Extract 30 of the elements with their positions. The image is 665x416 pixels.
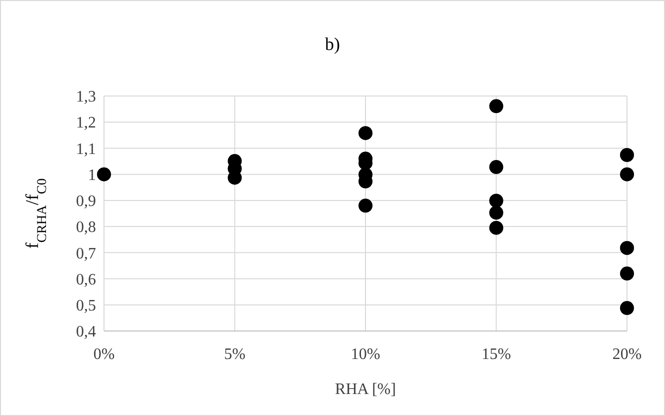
point xyxy=(489,99,504,114)
y-tick-label: 0,9 xyxy=(76,193,96,210)
y-tick-label: 1,1 xyxy=(76,140,96,158)
y-tick-label: 1,2 xyxy=(76,114,96,132)
y-tick-label: 1 xyxy=(88,166,96,184)
point xyxy=(489,220,504,235)
chart-title: b) xyxy=(325,34,340,54)
y-tick-label: 0,5 xyxy=(76,297,96,314)
x-tick-label: 20% xyxy=(612,346,642,363)
y-tick-label: 0,6 xyxy=(76,271,96,288)
point xyxy=(97,167,111,182)
y-tick-label: 0,8 xyxy=(76,219,96,236)
x-tick-label: 15% xyxy=(482,346,511,363)
point xyxy=(620,301,634,316)
y-tick-label: 0,4 xyxy=(76,324,96,341)
point xyxy=(489,206,504,220)
y-tick-label: 1,3 xyxy=(76,88,96,106)
point xyxy=(620,148,634,162)
x-tick-label: 5% xyxy=(224,346,246,363)
x-tick-label: 0% xyxy=(93,346,115,363)
point xyxy=(358,198,372,213)
x-tick-label: 10% xyxy=(350,346,380,363)
point xyxy=(620,240,634,255)
x-axis-title: RHA [%] xyxy=(335,381,396,398)
point xyxy=(489,160,504,174)
point xyxy=(358,126,372,140)
point xyxy=(620,266,634,281)
point xyxy=(620,167,634,182)
point xyxy=(489,194,504,208)
y-tick-label: 0,7 xyxy=(76,245,96,262)
